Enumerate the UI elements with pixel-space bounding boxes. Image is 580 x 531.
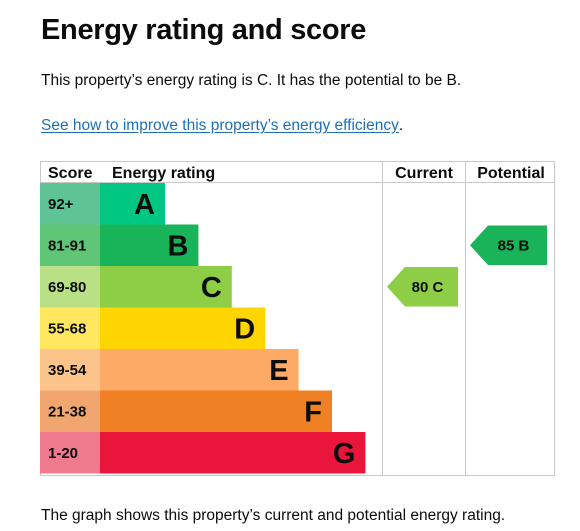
- band-score-label-a: 92+: [48, 196, 74, 213]
- band-score-cell-a: [40, 183, 100, 225]
- band-letter-d: D: [234, 313, 255, 345]
- current-rating-marker: 80 C: [387, 267, 458, 307]
- rating-markers: 80 C 85 B: [387, 225, 547, 307]
- band-score-label-g: 1-20: [48, 445, 78, 462]
- energy-rating-graph: Score Energy rating Current Potential 92…: [40, 161, 555, 476]
- potential-marker-label: 85 B: [498, 237, 530, 254]
- band-score-label-b: 81-91: [48, 237, 86, 254]
- band-bar-g: [100, 432, 366, 474]
- band-bar-a: [100, 183, 165, 225]
- band-letter-e: E: [269, 355, 288, 387]
- band-letter-g: G: [333, 438, 356, 470]
- band-c: 69-80 C: [40, 266, 232, 308]
- band-bar-f: [100, 390, 332, 432]
- potential-marker-arrow: [470, 225, 547, 265]
- band-d: 55-68 D: [40, 307, 266, 349]
- graph-description: The graph shows this property’s current …: [41, 507, 506, 524]
- band-score-label-c: 69-80: [48, 279, 86, 296]
- band-g: 1-20 G: [40, 432, 366, 474]
- band-letter-c: C: [201, 272, 222, 304]
- band-score-cell-e: [40, 349, 100, 391]
- band-b: 81-91 B: [40, 224, 199, 266]
- band-score-label-d: 55-68: [48, 320, 86, 337]
- rating-bands: 92+ A 81-91 B 69-80 C 55-68 D 39-54 E 21-38 F 1-20 G: [40, 183, 366, 474]
- band-f: 21-38 F: [40, 390, 332, 432]
- band-a: 92+ A: [40, 183, 165, 225]
- band-score-cell-d: [40, 307, 100, 349]
- band-bar-c: [100, 266, 232, 308]
- improve-efficiency-link-row: See how to improve this property’s energ…: [41, 115, 403, 137]
- potential-header: Potential: [477, 165, 545, 182]
- score-header: Score: [48, 165, 93, 182]
- band-bar-b: [100, 224, 199, 266]
- current-marker-label: 80 C: [412, 279, 444, 296]
- rating-summary: This property’s energy rating is C. It h…: [41, 72, 462, 89]
- band-score-cell-f: [40, 390, 100, 432]
- band-bar-d: [100, 307, 266, 349]
- band-bar-e: [100, 349, 299, 391]
- page-title: Energy rating and score: [41, 14, 367, 46]
- band-letter-b: B: [167, 230, 188, 262]
- band-score-label-f: 21-38: [48, 403, 86, 420]
- band-letter-f: F: [304, 396, 322, 428]
- band-e: 39-54 E: [40, 349, 299, 391]
- band-letter-a: A: [134, 189, 155, 221]
- current-header: Current: [395, 165, 453, 182]
- potential-rating-marker: 85 B: [470, 225, 547, 265]
- current-marker-arrow: [387, 267, 458, 307]
- band-score-cell-c: [40, 266, 100, 308]
- link-suffix: .: [398, 117, 404, 134]
- energy-rating-header: Energy rating: [112, 165, 215, 182]
- band-score-cell-b: [40, 224, 100, 266]
- band-score-label-e: 39-54: [48, 362, 87, 379]
- band-score-cell-g: [40, 432, 100, 474]
- improve-efficiency-link[interactable]: See how to improve this property’s energ…: [41, 117, 399, 134]
